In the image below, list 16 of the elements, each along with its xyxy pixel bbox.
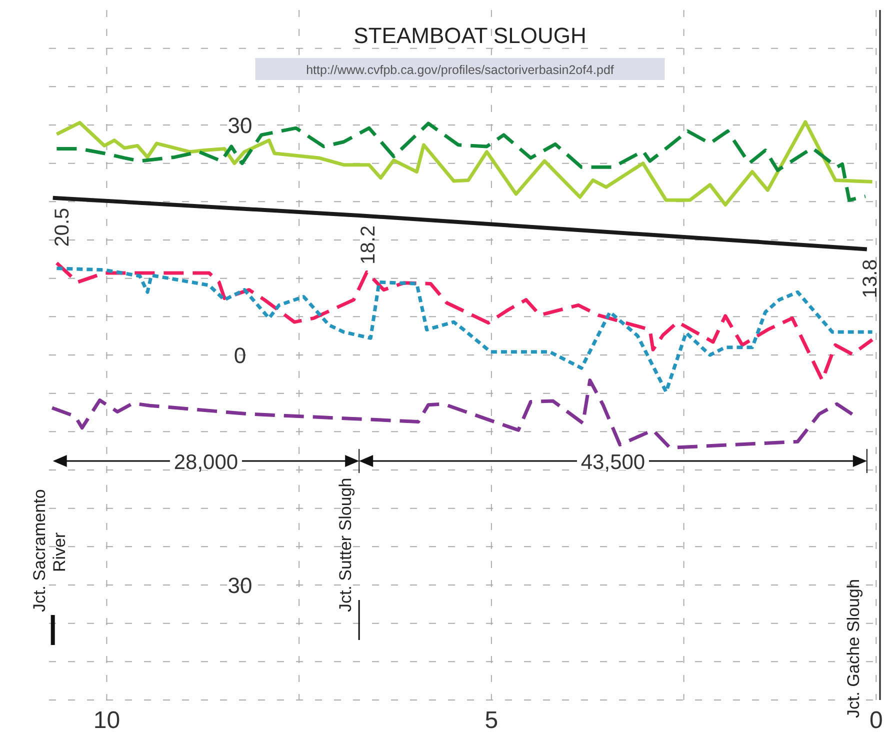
text: STEAMBOAT SLOUGH — [354, 23, 586, 48]
annotation: 20.5 — [51, 208, 74, 247]
annotation: 13.8 — [860, 259, 882, 298]
x-tick-label: 10 — [93, 707, 120, 734]
annotation: Jct. Sutter Slough — [336, 478, 356, 612]
annotation: 18.2 — [358, 225, 380, 264]
y-tick-label: 0 — [234, 343, 246, 368]
annotation: 43,500 — [580, 451, 646, 474]
annotation: Jct. Gache Slough — [844, 579, 863, 718]
annotation: http://www.cvfpb.ca.gov/profiles/sactoriverbasin2of4.pdf — [306, 63, 614, 77]
y-tick-label: 30 — [228, 113, 252, 138]
annotation: Jct. Sacramento River — [30, 489, 69, 612]
y-tick-label: 30 — [228, 573, 252, 598]
x-tick-label: 0 — [869, 707, 883, 734]
x-tick-label: 5 — [484, 707, 498, 734]
annotation: 28,000 — [174, 451, 238, 474]
